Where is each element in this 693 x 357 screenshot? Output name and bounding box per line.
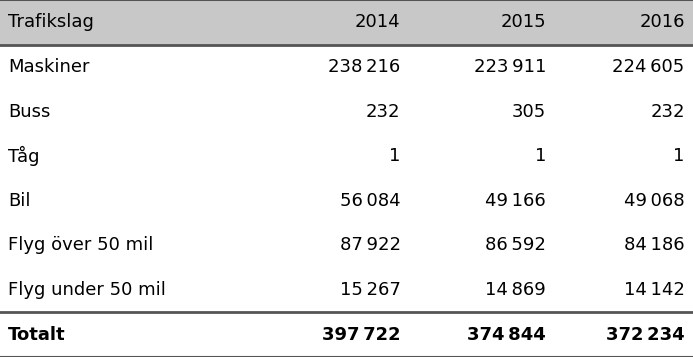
Bar [0, 0, 693, 45]
Text: Totalt: Totalt [8, 326, 66, 344]
Text: 49 068: 49 068 [624, 192, 685, 210]
Text: 1: 1 [674, 147, 685, 165]
Text: 86 592: 86 592 [485, 236, 546, 255]
Text: Trafikslag: Trafikslag [8, 13, 94, 31]
Text: 372 234: 372 234 [606, 326, 685, 344]
Text: 49 166: 49 166 [485, 192, 546, 210]
Text: 15 267: 15 267 [340, 281, 401, 299]
Text: 1: 1 [389, 147, 401, 165]
Text: 14 869: 14 869 [485, 281, 546, 299]
Text: 84 186: 84 186 [624, 236, 685, 255]
Text: Bil: Bil [8, 192, 30, 210]
Text: 1: 1 [535, 147, 546, 165]
Text: 232: 232 [366, 102, 401, 121]
Text: 224 605: 224 605 [613, 58, 685, 76]
Text: 2016: 2016 [639, 13, 685, 31]
Text: 87 922: 87 922 [340, 236, 401, 255]
Text: Tåg: Tåg [8, 146, 40, 166]
Text: 223 911: 223 911 [474, 58, 546, 76]
Text: Flyg över 50 mil: Flyg över 50 mil [8, 236, 154, 255]
Text: 14 142: 14 142 [624, 281, 685, 299]
Text: Flyg under 50 mil: Flyg under 50 mil [8, 281, 166, 299]
Text: 2015: 2015 [500, 13, 546, 31]
Text: Maskiner: Maskiner [8, 58, 90, 76]
Text: Buss: Buss [8, 102, 51, 121]
Text: 232: 232 [650, 102, 685, 121]
Text: 56 084: 56 084 [340, 192, 401, 210]
Text: 2014: 2014 [355, 13, 401, 31]
Text: 238 216: 238 216 [328, 58, 401, 76]
Text: 374 844: 374 844 [467, 326, 546, 344]
Text: 305: 305 [512, 102, 546, 121]
Text: 397 722: 397 722 [322, 326, 401, 344]
